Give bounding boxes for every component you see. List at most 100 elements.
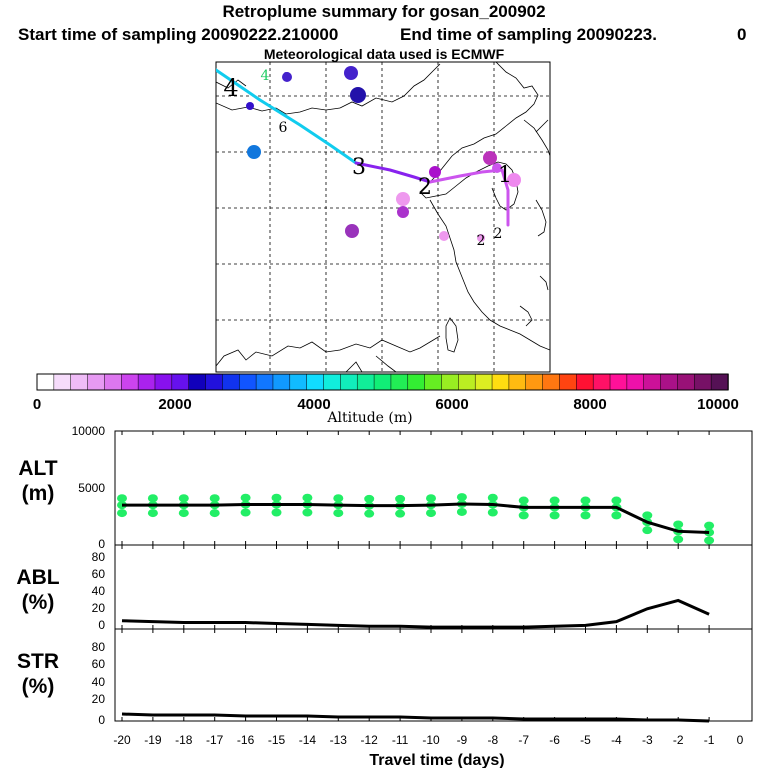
abl-ylabel-unit: (%) [22,591,55,614]
chart-title: Retroplume summary for gosan_200902 [222,2,546,21]
colorbar-tick: 2000 [158,396,191,413]
colorbar-cell [356,373,375,391]
alt-ytick: 5000 [78,481,105,495]
colorbar-cell [424,373,443,391]
colorbar-cell [188,373,207,391]
trajectory-dots [246,66,521,242]
alt-scatter-point [673,520,684,529]
str-ytick: 60 [92,657,106,671]
day-label: 3 [283,70,291,84]
alt-scatter-point [580,511,591,520]
alt-scatter-point [549,511,560,520]
colorbar-cell [542,373,561,391]
abl-ylabel: ABL [16,566,59,589]
alt-ylabel: ALT [18,457,57,480]
colorbar-cell [238,373,257,391]
end-time-suffix: 0 [737,25,747,44]
alt-ytick: 10000 [72,424,106,438]
colorbar-cell [36,373,55,391]
x-tick-label: -12 [361,733,379,747]
x-tick-label: 0 [737,733,744,747]
colorbar-cell [137,373,156,391]
alt-scatter-point [209,509,220,518]
x-tick-label: -1 [704,733,715,747]
alt-scatter-point [426,509,436,518]
str-ytick: 0 [98,713,105,727]
x-tick-label: -11 [392,733,409,747]
x-tick-label: -13 [330,733,348,747]
start-time-text: Start time of sampling 20090222.210000 [18,25,339,44]
alt-scatter-point [518,511,529,520]
alt-scatter-point [178,494,189,503]
colorbar-cell [272,373,291,391]
alt-scatter-point [611,496,622,505]
day-label: 3 [352,155,366,180]
x-axis: -20 -19 -18 -17 -16 -15 -14 -13 -12 -11 -10 -9 -8 -7-… [113,733,743,768]
colorbar-cell [222,373,240,391]
colorbar-cell [373,373,392,391]
alt-scatter-point [673,535,684,544]
alt-scatter-point [642,511,653,520]
colorbar-cell [660,373,679,391]
abl-ytick: 20 [92,601,106,615]
alt-scatter-point [395,509,406,518]
alt-scatter-point [364,494,375,503]
alt-scatter-point [147,509,158,518]
colorbar-cell [323,373,342,391]
x-tick-label: -16 [237,733,255,747]
colorbar-cell [407,373,426,391]
alt-scatter-point [147,494,158,503]
str-ytick: 20 [92,692,106,706]
end-time-text: End time of sampling 20090223. [400,25,657,44]
day-label: 2 [477,233,486,249]
colorbar-cell [340,373,358,391]
trajectory-map: 4 4 3 6 3 2 1 2 2 [215,61,551,373]
x-tick-label: -14 [299,733,317,747]
str-panel: STR (%) 80 60 40 20 0 [17,628,753,727]
x-tick-label: -15 [268,733,286,747]
colorbar-cell [87,373,106,391]
alt-ylabel-unit: (m) [22,482,55,505]
alt-scatter-point [240,493,251,502]
colorbar-cell [710,373,729,391]
abl-ytick: 80 [92,550,106,564]
alt-scatter-point [426,494,436,503]
colorbar-tick: 10000 [697,396,739,413]
alt-scatter-point [704,521,715,530]
x-axis-label: Travel time (days) [369,752,504,768]
colorbar-cell [205,373,224,391]
x-tick-label: -17 [206,733,224,747]
alt-scatter-point [271,508,282,517]
colorbar-cell [694,373,712,391]
colorbar-frame [36,373,729,391]
x-tick-label: -6 [549,733,560,747]
colorbar-cell [474,373,493,391]
alt-scatter-point [302,508,313,517]
alt-scatter-point [642,526,653,535]
alt-scatter-point [333,509,344,518]
colorbar-cell [441,373,460,391]
alt-scatter-point [240,508,251,517]
colorbar-cell [559,373,578,391]
x-tick-label: -18 [175,733,193,747]
colorbar-cell [390,373,409,391]
met-data-text: Meteorological data used is ECMWF [263,46,505,62]
alt-scatter-point [611,511,622,520]
x-tick-label: -7 [518,733,529,747]
alt-scatter-point [456,493,467,502]
map-gridlines [216,62,550,372]
colorbar-tick: 6000 [435,396,468,413]
alt-scatter-point [518,496,529,505]
abl-series-line [121,598,710,629]
abl-ytick: 40 [92,584,106,598]
x-tick-label: -5 [580,733,591,747]
alt-scatter-point [456,507,467,516]
colorbar-label: Altitude (m) [326,410,412,426]
alt-scatter-point [302,493,313,502]
alt-scatter-point [117,509,127,518]
day-label: 2 [494,226,503,242]
colorbar-cell [592,373,611,391]
colorbar-cell [576,373,594,391]
alt-series-line [122,502,710,534]
x-tick-label: -19 [144,733,162,747]
